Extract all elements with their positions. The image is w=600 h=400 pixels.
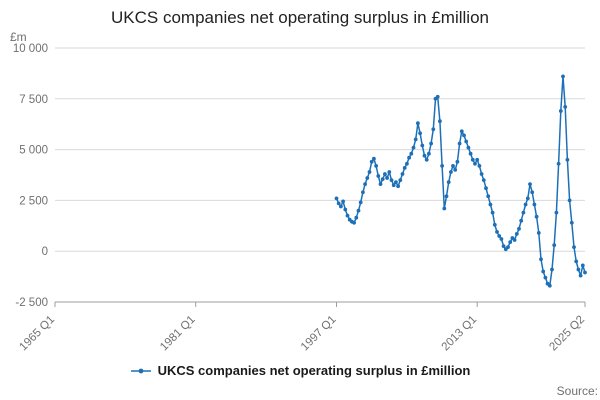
svg-text:7 500: 7 500	[19, 94, 48, 106]
svg-text:2 500: 2 500	[19, 195, 48, 207]
svg-text:1965 Q1: 1965 Q1	[17, 314, 57, 354]
chart-area: 10 000 7 500 5 000 2 500 0 -2 500 1965 Q1 1981 …	[13, 43, 587, 354]
svg-text:1997 Q1: 1997 Q1	[299, 314, 339, 354]
legend: UKCS companies net operating surplus in …	[0, 363, 600, 378]
y-axis-unit-label: £m	[10, 30, 27, 44]
chart-title: UKCS companies net operating surplus in …	[111, 8, 489, 27]
legend-line-marker-icon	[130, 368, 151, 373]
svg-text:2013 Q1: 2013 Q1	[440, 314, 480, 354]
svg-text:1981 Q1: 1981 Q1	[158, 314, 198, 354]
legend-label: UKCS companies net operating surplus in …	[157, 363, 471, 378]
svg-text:-2 500: -2 500	[15, 297, 48, 309]
svg-text:5 000: 5 000	[19, 145, 48, 157]
svg-text:2025 Q2: 2025 Q2	[547, 314, 587, 354]
svg-text:10 000: 10 000	[13, 43, 48, 55]
source-label: Source:	[556, 384, 598, 398]
line-chart: 10 000 7 500 5 000 2 500 0 -2 500 1965 Q1 1981 …	[13, 43, 587, 354]
svg-text:0: 0	[42, 246, 48, 258]
